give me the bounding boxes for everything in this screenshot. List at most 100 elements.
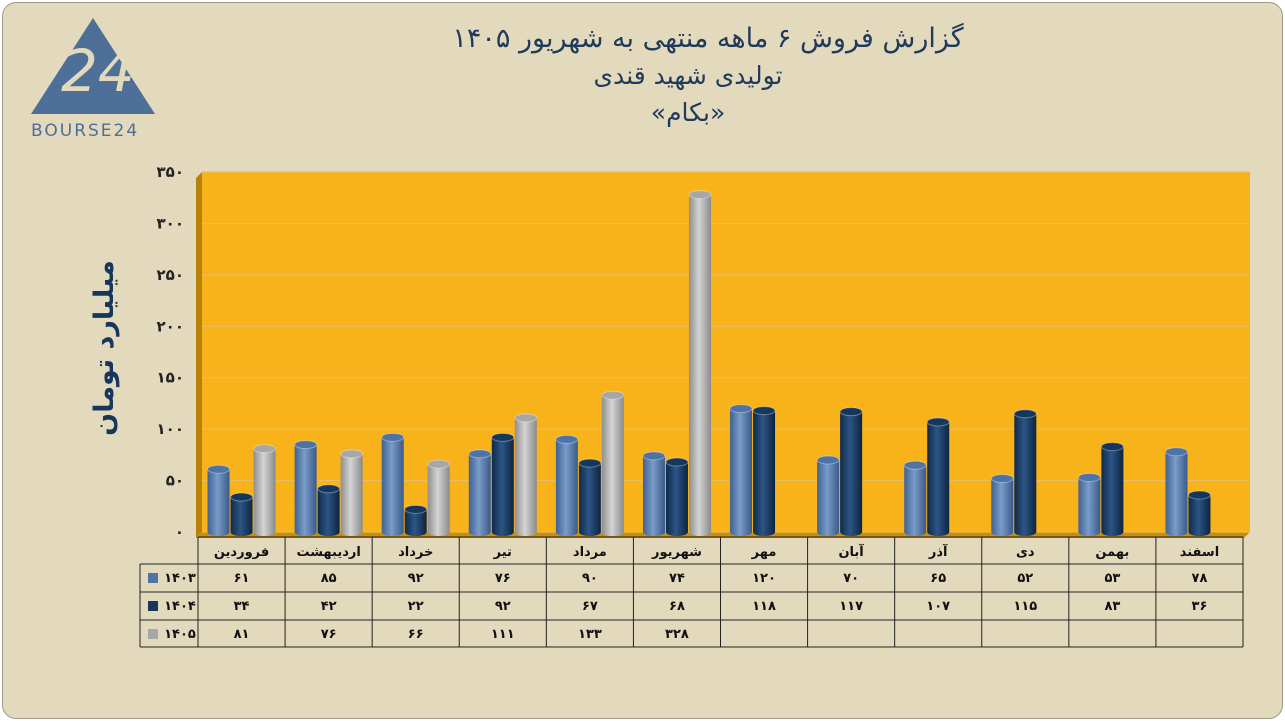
bar: [207, 464, 231, 536]
bar-body: [578, 463, 601, 532]
y-tick-label: ۲۰۰: [157, 317, 184, 335]
bar-base: [642, 528, 665, 536]
bar: [903, 460, 927, 536]
bar-top: [665, 457, 689, 467]
data-label: ۸۳: [1104, 599, 1120, 614]
data-table: فروردین اردیبهشت خرداد تیر مرداد شهریور مهر آبا…: [139, 536, 1244, 648]
data-label: ۷۴: [669, 571, 685, 586]
bar: [381, 432, 405, 536]
bar-top: [729, 404, 753, 414]
bar-base: [491, 528, 514, 536]
category-label: فروردین: [214, 545, 269, 560]
legend-entry: ۱۴۰۴: [164, 599, 196, 614]
bar-top: [253, 444, 277, 454]
data-label: ۱۲۰: [752, 571, 776, 586]
bar: [468, 449, 492, 536]
y-axis-label: میلیارد تومان: [89, 260, 120, 436]
bar-top: [926, 417, 950, 427]
bar-body: [688, 194, 711, 532]
bar-body: [404, 509, 427, 532]
bar: [752, 406, 776, 536]
bar-body: [1014, 413, 1037, 532]
category-label: مرداد: [573, 545, 607, 560]
bar-top: [340, 449, 364, 459]
data-label: ۸۵: [321, 571, 337, 586]
bar: [404, 504, 428, 536]
bar-body: [601, 395, 624, 532]
data-label: ۶۵: [930, 571, 946, 586]
category-label: شهریور: [651, 545, 702, 560]
data-label: ۱۱۷: [839, 599, 863, 614]
bar-base: [230, 528, 253, 536]
bar-base: [427, 528, 450, 536]
category-label: مهر: [751, 545, 777, 560]
y-tick-label: ۱۵۰: [157, 369, 184, 387]
data-label: ۹۲: [495, 599, 511, 614]
data-label: ۱۱۵: [1013, 599, 1037, 614]
bar-body: [817, 460, 840, 532]
data-label: ۵۳: [1104, 571, 1120, 586]
bar-base: [991, 528, 1014, 536]
bar-body: [753, 410, 776, 532]
data-label: ۱۱۱: [491, 627, 515, 642]
data-label: ۵۲: [1017, 571, 1033, 586]
bar: [1187, 490, 1211, 536]
bar-base: [317, 528, 340, 536]
data-label: ۳۶: [1192, 599, 1208, 614]
bar-base: [665, 528, 688, 536]
bar: [317, 484, 341, 536]
bar-top: [1100, 442, 1124, 452]
data-label: ۶۶: [408, 627, 424, 642]
bar: [729, 404, 753, 536]
bar-body: [840, 411, 863, 532]
bar: [1100, 442, 1124, 536]
legend-swatch: [148, 601, 158, 611]
category-label: آذر: [928, 543, 948, 560]
bar-base: [1078, 528, 1101, 536]
plot-background: [202, 172, 1250, 532]
bar-top: [381, 432, 405, 442]
legend-entry: ۱۴۰۵: [164, 627, 196, 642]
bar-base: [688, 528, 711, 536]
bar-body: [1188, 494, 1211, 532]
bar-body: [665, 462, 688, 532]
bar-top: [839, 407, 863, 417]
data-label: ۴۲: [321, 599, 337, 614]
logo-numeral-icon: 24: [61, 37, 135, 105]
data-label: ۳۴: [234, 599, 250, 614]
bar: [1013, 409, 1037, 536]
bar-base: [555, 528, 578, 536]
category-label: خرداد: [398, 545, 433, 560]
data-label: ۱۱۸: [752, 599, 776, 614]
bar-top: [555, 434, 579, 444]
bar-base: [340, 528, 363, 536]
bar-base: [927, 528, 950, 536]
y-tick-label: ۳۵۰: [157, 163, 184, 181]
chart-symbol: «بکام»: [651, 98, 725, 127]
category-label: اردیبهشت: [296, 545, 360, 560]
y-axis-ticks: ۰ ۵۰ ۱۰۰ ۱۵۰ ۲۰۰ ۲۵۰ ۳۰۰ ۳۵۰: [157, 163, 184, 541]
bar-top: [1164, 447, 1188, 457]
bar-body: [340, 453, 363, 532]
y-tick-label: ۵۰: [166, 472, 184, 490]
legend-swatch: [148, 629, 158, 639]
bar-base: [601, 528, 624, 536]
bar: [688, 190, 712, 536]
bar-top: [816, 455, 840, 465]
bar-body: [555, 439, 578, 532]
bar-body: [317, 488, 340, 532]
bar-top: [990, 474, 1014, 484]
bar-body: [904, 465, 927, 532]
category-label: اسفند: [1180, 545, 1219, 560]
logo-text: BOURSE24: [31, 121, 139, 141]
bar-top: [752, 406, 776, 416]
bar-body: [514, 417, 537, 532]
bar-body: [207, 469, 230, 532]
bar-body: [294, 444, 317, 532]
bar-base: [253, 528, 276, 536]
bar: [665, 457, 689, 536]
data-label: ۱۰۷: [926, 599, 950, 614]
bar-top: [317, 484, 341, 494]
bar-base: [578, 528, 601, 536]
bar-top: [404, 504, 428, 514]
